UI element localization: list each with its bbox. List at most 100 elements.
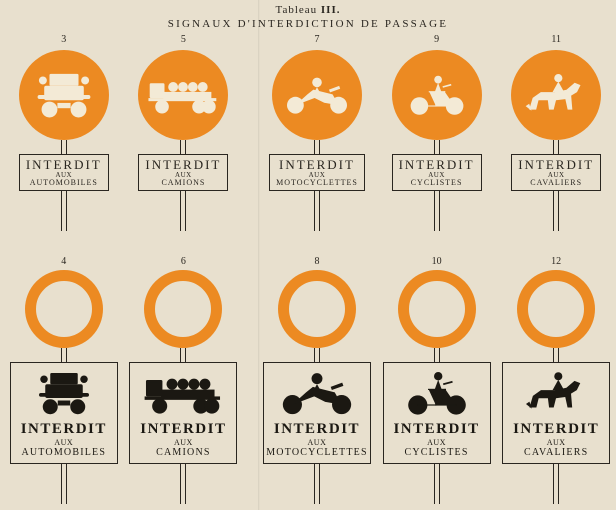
label-line1: INTERDIT [399,158,475,171]
sign-post [180,140,186,154]
sign-label-plate: INTERDIT AUX AUTOMOBILES [10,362,118,464]
label-line2: AUX [386,438,488,447]
label-line2: AUX [505,438,607,447]
motorcycle-icon [276,369,358,417]
automobile-icon [28,368,100,418]
document-page: Tableau III. SIGNAUX D'INTERDICTION DE P… [0,0,616,510]
label-line3: CYCLISTES [399,179,475,187]
sign-post [61,348,67,362]
sign-post [314,348,320,362]
label-line1: INTERDIT [276,158,358,171]
sign-12: 12 INTERDIT AUX CAVALIERS [496,260,616,504]
sign-6: 6 INTERDIT AUX CAMIONS [124,260,244,504]
signs-row-bottom: 4 INTERDIT AUX AUTOMOBILES 6 INTERDIT AU… [0,260,616,504]
sign-number: 9 [377,34,497,45]
sign-post [553,348,559,362]
sign-label-plate: INTERDIT AUX CAVALIERS [502,362,610,464]
label-line3: MOTOCYCLETTES [276,179,358,187]
sign-disc [511,50,601,140]
sign-3: 3 INTERDIT AUX AUTOMOBILES [4,38,124,231]
sign-9: 9 INTERDIT AUX CYCLISTES [377,38,497,231]
sign-disc [138,50,228,140]
sign-label-plate: INTERDIT AUX AUTOMOBILES [19,154,109,191]
sign-ring [398,270,476,348]
sign-label-plate: INTERDIT AUX CYCLISTES [392,154,482,191]
sign-post [553,191,559,231]
truck-icon [141,369,225,417]
sign-label-plate: INTERDIT AUX CYCLISTES [383,362,491,464]
sign-disc [19,50,109,140]
truck-icon [146,73,220,117]
sign-number: 11 [496,34,616,45]
sign-number: 5 [124,34,244,45]
label-line1: INTERDIT [26,158,102,171]
sign-5: 5 INTERDIT AUX CAMIONS [124,38,244,231]
sign-disc [272,50,362,140]
sign-post [314,140,320,154]
sign-10: 10 INTERDIT AUX CYCLISTES [377,260,497,504]
sign-8: 8 INTERDIT AUX MOTOCYCLETTES [257,260,377,504]
sign-number: 6 [124,256,244,267]
label-line3: MOTOCYCLETTES [266,447,368,458]
sign-4: 4 INTERDIT AUX AUTOMOBILES [4,260,124,504]
page-title: SIGNAUX D'INTERDICTION DE PASSAGE [0,18,616,30]
sign-post [434,140,440,154]
header: Tableau III. SIGNAUX D'INTERDICTION DE P… [0,0,616,30]
label-line3: CAVALIERS [505,447,607,458]
label-line3: AUTOMOBILES [26,179,102,187]
sign-label-plate: INTERDIT AUX CAVALIERS [511,154,601,191]
table-number: Tableau III. [0,4,616,16]
label-line2: AUX [266,438,368,447]
signs-row-top: 3 INTERDIT AUX AUTOMOBILES 5 INTERDIT AU… [0,38,616,231]
sign-label-plate: INTERDIT AUX CAMIONS [138,154,228,191]
sign-label-plate: INTERDIT AUX MOTOCYCLETTES [269,154,365,191]
sign-number: 12 [496,256,616,267]
label-line3: CAMIONS [145,179,221,187]
sign-post [553,140,559,154]
sign-number: 7 [257,34,377,45]
label-line1: INTERDIT [386,421,488,438]
sign-ring [25,270,103,348]
label-line1: INTERDIT [505,421,607,438]
motorcycle-icon [281,73,353,117]
sign-post [434,191,440,231]
sign-post [434,464,440,504]
sign-post [553,464,559,504]
sign-7: 7 INTERDIT AUX MOTOCYCLETTES [257,38,377,231]
automobile-icon [31,68,97,122]
label-line1: INTERDIT [13,421,115,438]
label-line1: INTERDIT [266,421,368,438]
sign-post [180,348,186,362]
sign-label-plate: INTERDIT AUX CAMIONS [129,362,237,464]
label-line3: AUTOMOBILES [13,447,115,458]
sign-ring [278,270,356,348]
sign-number: 3 [4,34,124,45]
sign-number: 4 [4,256,124,267]
sign-post [314,191,320,231]
label-line3: CYCLISTES [386,447,488,458]
table-label: Tableau [276,4,318,16]
sign-post [61,191,67,231]
label-line1: INTERDIT [145,158,221,171]
sign-post [180,464,186,504]
label-line3: CAVALIERS [518,179,594,187]
sign-disc [392,50,482,140]
label-line1: INTERDIT [132,421,234,438]
label-line2: AUX [13,438,115,447]
sign-ring [517,270,595,348]
sign-post [180,191,186,231]
bicycle-icon [404,71,470,119]
sign-number: 10 [377,256,497,267]
bicycle-icon [401,368,473,418]
sign-post [61,464,67,504]
label-line1: INTERDIT [518,158,594,171]
horse-icon [517,367,595,419]
sign-post [434,348,440,362]
sign-label-plate: INTERDIT AUX MOTOCYCLETTES [263,362,371,464]
table-number-value: III. [321,4,341,16]
sign-ring [144,270,222,348]
horse-icon [521,68,591,122]
sign-post [61,140,67,154]
sign-11: 11 INTERDIT AUX CAVALIERS [496,38,616,231]
label-line2: AUX [132,438,234,447]
